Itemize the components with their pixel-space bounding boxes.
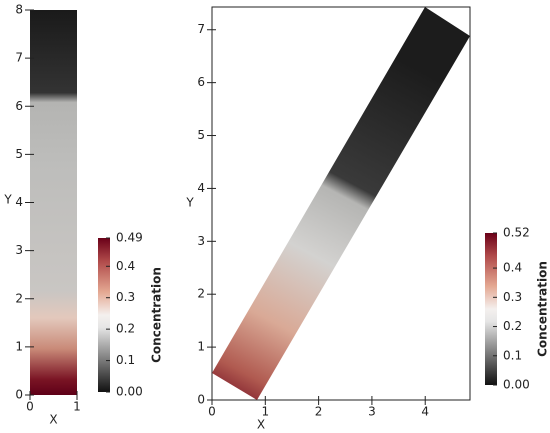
- y-tick-label: 1: [197, 340, 205, 354]
- y-tick-label: 2: [15, 291, 23, 305]
- x-tick-label: 0: [208, 405, 216, 419]
- concentration-field: [30, 10, 77, 395]
- colorbar-tick-label: 0.2: [503, 319, 522, 333]
- y-tick-label: 4: [15, 195, 23, 209]
- colorbar-tick-label: 0.00: [503, 378, 530, 392]
- y-tick-label: 4: [197, 181, 205, 195]
- x-tick-label: 1: [261, 405, 269, 419]
- y-tick-label: 8: [15, 3, 23, 17]
- x-axis-label: X: [257, 418, 265, 432]
- y-tick-label: 5: [197, 128, 205, 142]
- y-tick-label: 3: [197, 234, 205, 248]
- colorbar-tick-label: 0.4: [116, 259, 135, 273]
- colorbar-tick-label: 0.4: [503, 261, 522, 275]
- colorbar-tick-label: 0.52: [503, 226, 530, 240]
- colorbar-tick-label: 0.49: [116, 231, 143, 245]
- colorbar-tick-label: 0.3: [116, 290, 135, 304]
- x-tick-label: 0: [26, 400, 34, 414]
- y-tick-label: 2: [197, 287, 205, 301]
- colorbar-tick-label: 0.00: [116, 385, 143, 399]
- colorbar-tick-label: 0.2: [116, 322, 135, 336]
- colorbar-label: Concentration: [150, 267, 164, 363]
- colorbar-label: Concentration: [536, 261, 550, 357]
- x-tick-label: 4: [421, 405, 429, 419]
- y-tick-label: 1: [15, 339, 23, 353]
- concentration-field: [212, 7, 470, 400]
- y-tick-label: 7: [15, 51, 23, 65]
- x-tick-label: 2: [315, 405, 323, 419]
- x-tick-label: 1: [73, 400, 81, 414]
- x-tick-label: 3: [368, 405, 376, 419]
- colorbar-tick-label: 0.3: [503, 290, 522, 304]
- colorbar-tick-label: 0.1: [116, 353, 135, 367]
- y-axis-label: Y: [3, 193, 12, 207]
- y-tick-label: 5: [15, 147, 23, 161]
- colorbar-tick-label: 0.1: [503, 348, 522, 362]
- colorbar: [98, 238, 110, 392]
- x-axis-label: X: [49, 413, 57, 427]
- y-axis-label: Y: [185, 196, 194, 210]
- y-tick-label: 7: [197, 22, 205, 36]
- y-tick-label: 6: [15, 99, 23, 113]
- y-tick-label: 6: [197, 75, 205, 89]
- y-tick-label: 0: [197, 393, 205, 407]
- colorbar: [485, 233, 497, 385]
- y-tick-label: 0: [15, 388, 23, 402]
- plot-frame: [211, 6, 471, 401]
- y-tick-label: 3: [15, 243, 23, 257]
